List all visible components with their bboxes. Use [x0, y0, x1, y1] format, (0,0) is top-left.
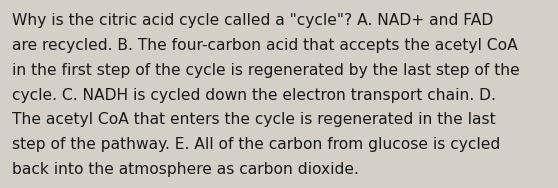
Text: are recycled. B. The four-carbon acid that accepts the acetyl CoA: are recycled. B. The four-carbon acid th… [12, 38, 518, 53]
Text: in the first step of the cycle is regenerated by the last step of the: in the first step of the cycle is regene… [12, 63, 520, 78]
Text: The acetyl CoA that enters the cycle is regenerated in the last: The acetyl CoA that enters the cycle is … [12, 112, 496, 127]
Text: step of the pathway. E. All of the carbon from glucose is cycled: step of the pathway. E. All of the carbo… [12, 137, 501, 152]
Text: Why is the citric acid cycle called a "cycle"? A. NAD+ and FAD: Why is the citric acid cycle called a "c… [12, 13, 493, 28]
Text: back into the atmosphere as carbon dioxide.: back into the atmosphere as carbon dioxi… [12, 162, 359, 177]
Text: cycle. C. NADH is cycled down the electron transport chain. D.: cycle. C. NADH is cycled down the electr… [12, 88, 496, 103]
